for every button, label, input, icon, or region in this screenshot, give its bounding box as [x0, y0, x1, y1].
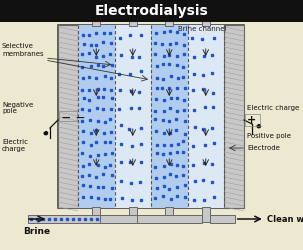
Text: Electrodialysis: Electrodialysis [95, 4, 208, 18]
Text: Clean water: Clean water [267, 214, 303, 224]
FancyBboxPatch shape [202, 11, 210, 26]
FancyBboxPatch shape [137, 215, 202, 223]
FancyBboxPatch shape [115, 25, 151, 208]
FancyBboxPatch shape [58, 25, 244, 208]
FancyBboxPatch shape [129, 11, 137, 26]
Text: Negative
pole: Negative pole [2, 102, 33, 114]
FancyBboxPatch shape [100, 10, 165, 18]
FancyBboxPatch shape [0, 0, 303, 22]
Text: Selective
membranes: Selective membranes [2, 44, 44, 57]
FancyBboxPatch shape [151, 25, 188, 208]
Text: Saltwater: Saltwater [211, 10, 258, 18]
Text: Electric charge: Electric charge [247, 105, 299, 111]
FancyBboxPatch shape [92, 207, 100, 222]
FancyBboxPatch shape [224, 25, 244, 208]
Text: +: + [247, 115, 256, 125]
Text: Brine: Brine [23, 226, 50, 235]
FancyBboxPatch shape [58, 25, 78, 208]
FancyBboxPatch shape [173, 10, 193, 18]
Text: Positive pole: Positive pole [247, 133, 291, 139]
FancyBboxPatch shape [210, 215, 235, 223]
FancyBboxPatch shape [202, 207, 210, 222]
FancyBboxPatch shape [188, 25, 224, 208]
FancyBboxPatch shape [92, 11, 100, 26]
Text: Electric
charge: Electric charge [2, 140, 28, 152]
FancyBboxPatch shape [100, 215, 165, 223]
Text: —  —: — — [62, 114, 85, 122]
FancyBboxPatch shape [78, 25, 115, 208]
Text: Electrode: Electrode [247, 145, 280, 151]
Text: Brine channel: Brine channel [178, 26, 227, 32]
FancyBboxPatch shape [165, 11, 173, 26]
FancyBboxPatch shape [129, 207, 137, 222]
FancyBboxPatch shape [28, 215, 100, 223]
FancyBboxPatch shape [137, 10, 202, 18]
FancyBboxPatch shape [165, 207, 173, 222]
